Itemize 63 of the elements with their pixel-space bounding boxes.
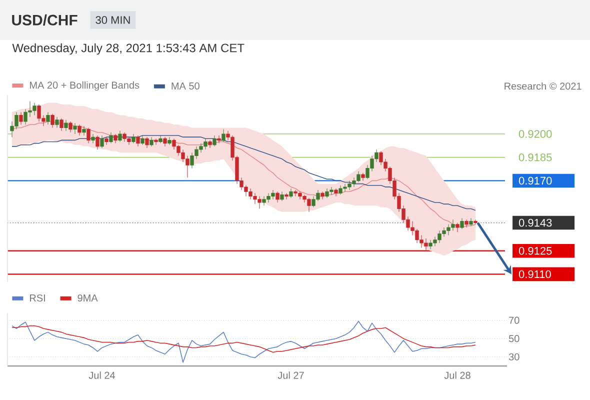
- candlestick: [212, 135, 216, 147]
- candlestick: [361, 172, 365, 181]
- chart-subtitle: Wednesday, July 28, 2021 1:53:43 AM CET: [12, 43, 244, 55]
- candlestick: [114, 134, 118, 144]
- candlestick: [118, 130, 122, 142]
- candlestick: [474, 219, 478, 225]
- candlestick: [109, 132, 113, 144]
- candlestick: [55, 116, 59, 128]
- candlestick: [78, 124, 82, 136]
- legend-label: 9MA: [78, 294, 98, 302]
- y-tick-label: 0.9143: [518, 218, 552, 227]
- candlestick: [150, 136, 154, 147]
- y-tick-label: 0.9185: [518, 153, 552, 162]
- legend-label: MA 50: [172, 82, 200, 90]
- y-tick-label: 0.9110: [518, 270, 551, 278]
- legend-label: RSI: [30, 294, 45, 302]
- y-tick-label: 70: [509, 316, 520, 324]
- legend-label: MA 20 + Bollinger Bands: [30, 81, 140, 91]
- candlestick: [320, 191, 324, 200]
- candlestick: [334, 188, 338, 197]
- text: 30 MIN: [96, 16, 130, 24]
- candlestick: [208, 140, 212, 148]
- candlestick: [456, 222, 460, 232]
- candlestick: [60, 118, 64, 132]
- candlestick: [50, 113, 54, 128]
- candlestick: [145, 136, 149, 148]
- y-tick-label: 30: [508, 353, 520, 360]
- y-tick-label: 0.9170: [518, 176, 552, 185]
- candlestick: [276, 191, 280, 203]
- candlestick: [460, 218, 464, 230]
- candlestick: [217, 135, 221, 144]
- x-tick-label: Jul 27: [278, 372, 304, 379]
- candlestick: [19, 112, 23, 125]
- y-tick-label: 50: [508, 335, 520, 342]
- candlestick: [168, 136, 172, 146]
- y-tick-label: 0.9200: [518, 130, 552, 138]
- candlestick: [158, 135, 162, 144]
- candlestick: [96, 135, 100, 150]
- candlestick: [132, 134, 136, 144]
- candlestick: [82, 126, 86, 136]
- y-tick-label: 0.9125: [518, 246, 552, 255]
- candlestick: [68, 121, 72, 133]
- candlestick: [280, 191, 284, 202]
- candlestick: [86, 127, 90, 144]
- candlestick: [91, 134, 95, 144]
- candlestick: [163, 136, 167, 147]
- candlestick: [100, 135, 104, 148]
- candlestick: [222, 129, 226, 142]
- candlestick: [154, 138, 158, 146]
- candlestick: [73, 122, 77, 134]
- candlestick: [464, 219, 468, 228]
- chart-title: USD/CHF: [12, 14, 78, 26]
- candlestick: [284, 192, 288, 200]
- candlestick: [140, 135, 144, 146]
- x-tick-label: Jul 28: [444, 372, 470, 379]
- text: Research © 2021: [504, 82, 582, 90]
- candlestick: [136, 135, 140, 147]
- candlestick: [289, 188, 293, 198]
- candlestick: [46, 112, 50, 125]
- candlestick: [104, 136, 108, 146]
- x-tick-label: Jul 24: [88, 372, 116, 379]
- candlestick: [469, 218, 473, 226]
- candlestick: [64, 120, 68, 132]
